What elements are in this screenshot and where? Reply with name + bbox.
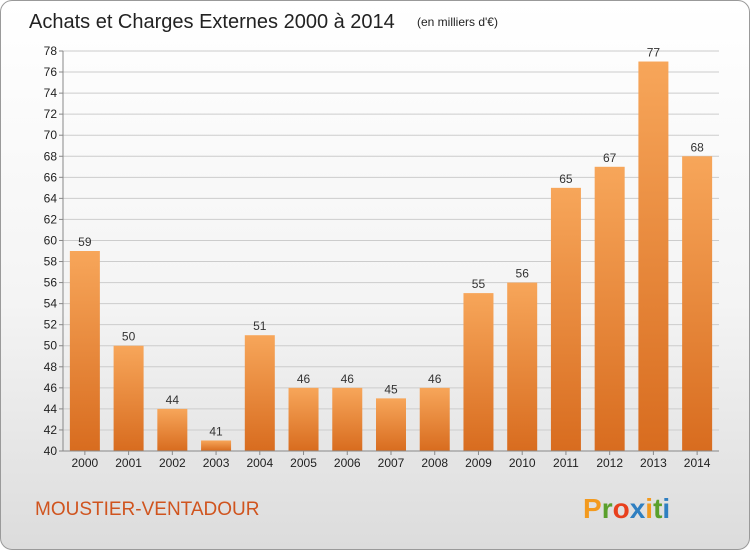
commune-name: MOUSTIER-VENTADOUR (35, 499, 259, 520)
x-tick-label-2004: 2004 (246, 456, 273, 470)
y-tick-label: 52 (44, 318, 58, 332)
data-label-2003: 41 (209, 424, 223, 438)
y-tick-label: 78 (44, 44, 58, 58)
proxiti-logo: Proxiti (583, 493, 670, 524)
bar-2004 (244, 335, 275, 451)
bar-2001 (113, 345, 144, 451)
data-label-2002: 44 (166, 393, 180, 407)
bar-2011 (550, 187, 581, 451)
y-tick-label: 44 (44, 402, 58, 416)
y-tick-label: 42 (44, 423, 58, 437)
y-tick-label: 60 (44, 233, 58, 247)
bar-2000 (69, 251, 100, 451)
y-tick-label: 74 (44, 86, 58, 100)
y-tick-label: 64 (44, 191, 58, 205)
data-label-2012: 67 (603, 151, 617, 165)
x-tick-label-2014: 2014 (684, 456, 711, 470)
chart-unit: (en milliers d'€) (417, 15, 498, 29)
bars (69, 61, 713, 452)
x-tick-label-2002: 2002 (159, 456, 186, 470)
bar-2013 (638, 61, 669, 452)
x-tick-label-2010: 2010 (509, 456, 536, 470)
x-tick-label-2013: 2013 (640, 456, 667, 470)
bar-2007 (376, 398, 406, 451)
data-label-2008: 46 (428, 372, 442, 386)
x-tick-label-2011: 2011 (553, 456, 579, 470)
bar-2012 (594, 166, 625, 451)
data-label-2011: 65 (559, 172, 573, 186)
x-tick-label-2005: 2005 (290, 456, 317, 470)
data-label-2010: 56 (516, 267, 530, 281)
bar-2014 (682, 156, 713, 451)
x-tick-label-2000: 2000 (72, 456, 99, 470)
y-tick-label: 70 (44, 128, 58, 142)
x-tick-label-2006: 2006 (334, 456, 361, 470)
y-axis-ticks: 40 42 44 46 48 50 52 54 56 58 60 62 64 66 68 70 72 74 76 78 (44, 44, 63, 458)
x-tick-label-2001: 2001 (115, 456, 142, 470)
data-label-2001: 50 (122, 330, 136, 344)
bar-2003 (201, 440, 232, 451)
x-tick-label-2008: 2008 (421, 456, 448, 470)
bar-2009 (463, 293, 494, 451)
y-tick-label: 58 (44, 255, 58, 269)
data-label-2004: 51 (253, 319, 267, 333)
chart-title: Achats et Charges Externes 2000 à 2014 (29, 11, 395, 33)
bar-2006 (332, 387, 363, 451)
x-tick-label-2003: 2003 (203, 456, 230, 470)
data-label-2000: 59 (78, 235, 92, 249)
bar-2002 (157, 408, 188, 451)
y-tick-label: 66 (44, 170, 58, 184)
y-tick-label: 56 (44, 276, 58, 290)
y-tick-label: 72 (44, 107, 58, 121)
bar-2010 (507, 282, 538, 451)
data-label-2006: 46 (341, 372, 355, 386)
y-tick-label: 54 (44, 297, 58, 311)
y-tick-label: 76 (44, 65, 58, 79)
y-tick-label: 68 (44, 149, 58, 163)
x-tick-label-2012: 2012 (596, 456, 623, 470)
y-tick-label: 50 (44, 339, 58, 353)
y-tick-label: 40 (44, 444, 58, 458)
x-tick-label-2007: 2007 (378, 456, 405, 470)
bar-2005 (288, 387, 319, 451)
y-tick-label: 48 (44, 360, 58, 374)
x-axis-ticks: 2000 2001 2002 2003 2004 2005 2006 2007 2008 2009… (72, 451, 711, 470)
y-tick-label: 62 (44, 212, 58, 226)
x-tick-label-2009: 2009 (465, 456, 492, 470)
data-labels: 59 50 44 41 51 46 46 45 46 55 56 65 67 77 68 (78, 46, 704, 439)
bar-2008 (419, 387, 450, 451)
data-label-2014: 68 (690, 140, 704, 154)
data-label-2007: 45 (384, 382, 398, 396)
data-label-2013: 77 (647, 46, 661, 60)
y-tick-label: 46 (44, 381, 58, 395)
data-label-2005: 46 (297, 372, 311, 386)
data-label-2009: 55 (472, 277, 486, 291)
